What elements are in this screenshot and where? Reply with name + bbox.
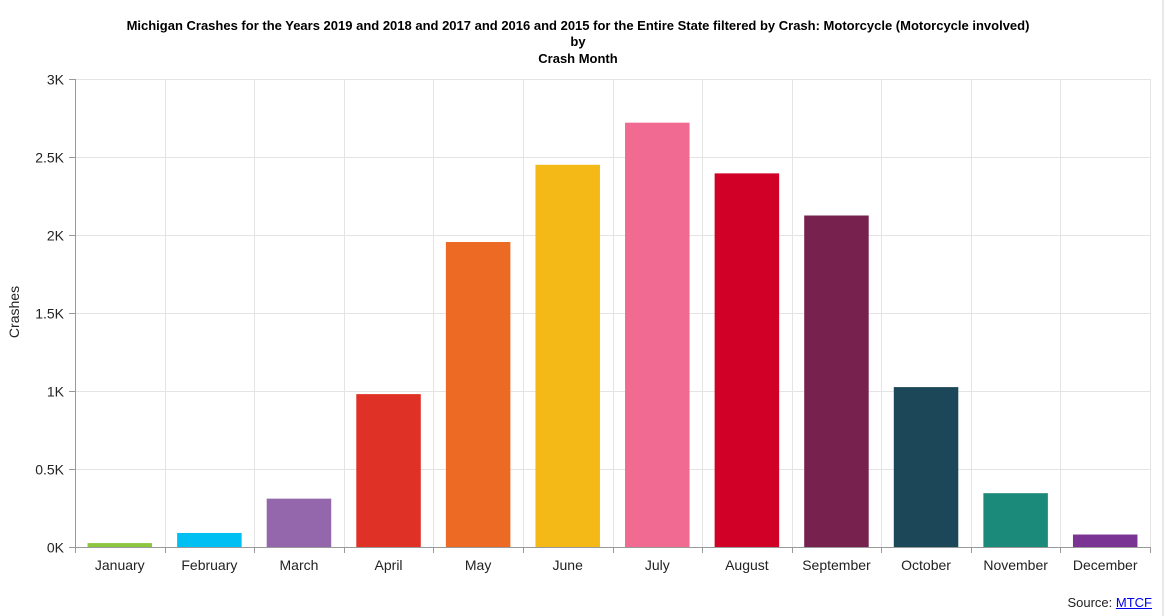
- x-tick-label: August: [725, 557, 769, 573]
- y-axis-label: Crashes: [6, 286, 22, 338]
- bar-december[interactable]: [1072, 534, 1138, 547]
- axes: [69, 79, 1151, 553]
- x-tick-label: May: [465, 557, 491, 573]
- bar-february[interactable]: [177, 532, 242, 547]
- bar-september[interactable]: [804, 215, 869, 548]
- gridlines: [75, 79, 1151, 547]
- bar-november[interactable]: [983, 493, 1048, 547]
- x-tick-label: April: [375, 557, 403, 573]
- x-tick-label: July: [645, 557, 670, 573]
- panel-edge: [1162, 0, 1164, 616]
- bar-july[interactable]: [625, 122, 690, 548]
- x-tick-label: October: [901, 557, 951, 573]
- y-tick-label: 2K: [47, 228, 65, 244]
- x-tick-label: January: [95, 557, 145, 573]
- bar-may[interactable]: [445, 242, 511, 547]
- source-label: Source:: [1067, 595, 1116, 610]
- bars: [87, 122, 1138, 548]
- x-tick-label: June: [553, 557, 584, 573]
- x-tick-label: December: [1073, 557, 1138, 573]
- x-tick-label: March: [280, 557, 319, 573]
- source-link[interactable]: MTCF: [1115, 595, 1152, 610]
- bar-october[interactable]: [893, 387, 959, 547]
- x-tick-label: November: [983, 557, 1048, 573]
- bar-april[interactable]: [356, 394, 421, 547]
- x-tick-label: September: [802, 557, 871, 573]
- y-tick-label: 3K: [47, 72, 65, 88]
- tick-labels: 0K 0.5K 1K 1.5K 2K 2.5K 3K January February March…: [35, 72, 1138, 574]
- bar-june[interactable]: [535, 164, 600, 548]
- y-tick-label: 0.5K: [35, 462, 64, 478]
- chart-title-line-1: Michigan Crashes for the Years 2019 and …: [127, 18, 1030, 33]
- y-tick-label: 1K: [47, 384, 65, 400]
- bar-august[interactable]: [714, 173, 780, 547]
- y-tick-label: 0K: [47, 540, 65, 556]
- bar-march[interactable]: [266, 498, 332, 547]
- chart-title-line-3: Crash Month: [538, 51, 618, 66]
- x-tick-label: February: [181, 557, 237, 573]
- y-tick-label: 1.5K: [35, 306, 64, 322]
- source-note: Source: MTCF: [1067, 595, 1152, 610]
- bar-january[interactable]: [87, 543, 153, 547]
- y-tick-label: 2.5K: [35, 150, 64, 166]
- chart-title-line-2: by: [570, 34, 586, 49]
